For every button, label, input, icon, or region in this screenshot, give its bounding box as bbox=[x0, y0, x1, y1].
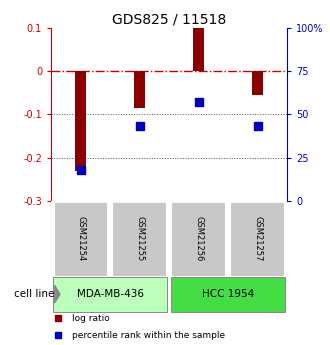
Point bbox=[255, 124, 260, 129]
Bar bbox=[53, 277, 167, 312]
Text: cell line: cell line bbox=[14, 289, 54, 299]
Point bbox=[196, 99, 201, 105]
Point bbox=[55, 332, 61, 338]
Text: GSM21257: GSM21257 bbox=[253, 216, 262, 262]
Bar bbox=[193, 28, 204, 71]
Bar bbox=[230, 201, 285, 277]
Title: GDS825 / 11518: GDS825 / 11518 bbox=[112, 12, 226, 27]
Bar bbox=[53, 201, 108, 277]
Point bbox=[137, 124, 142, 129]
Text: GSM21254: GSM21254 bbox=[76, 216, 85, 261]
Bar bbox=[134, 71, 145, 108]
Text: GSM21256: GSM21256 bbox=[194, 216, 203, 262]
Bar bbox=[75, 71, 86, 170]
Bar bbox=[252, 71, 263, 95]
Text: percentile rank within the sample: percentile rank within the sample bbox=[72, 331, 225, 339]
Text: HCC 1954: HCC 1954 bbox=[202, 289, 254, 299]
Text: log ratio: log ratio bbox=[72, 314, 110, 323]
Text: GSM21255: GSM21255 bbox=[135, 216, 144, 261]
Point bbox=[55, 316, 61, 321]
Bar bbox=[172, 201, 226, 277]
Polygon shape bbox=[55, 285, 60, 303]
Bar bbox=[113, 201, 167, 277]
Point bbox=[78, 167, 83, 172]
Bar bbox=[171, 277, 285, 312]
Text: MDA-MB-436: MDA-MB-436 bbox=[77, 289, 144, 299]
